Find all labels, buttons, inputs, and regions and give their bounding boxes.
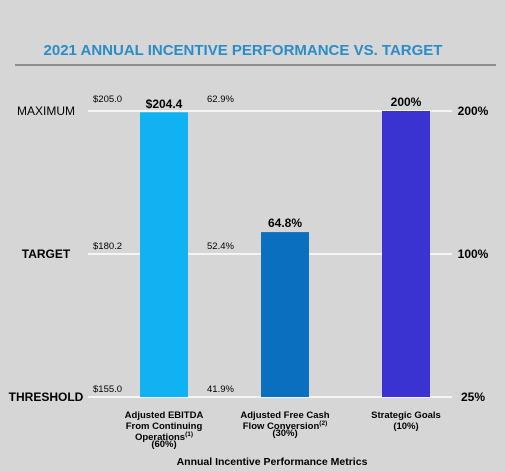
bar-3 xyxy=(382,111,430,397)
level-label-maximum: MAXIMUM xyxy=(17,104,75,118)
fcf-level-threshold: 41.9% xyxy=(207,384,234,395)
payout-label-threshold: 25% xyxy=(461,390,485,404)
category-label-2: Adjusted Free Cash Flow Conversion(2) (30%… xyxy=(240,410,329,439)
ebitda-level-threshold: $155.0 xyxy=(93,384,122,395)
bar-1 xyxy=(140,112,188,397)
chart-title: 2021 ANNUAL INCENTIVE PERFORMANCE VS. TA… xyxy=(44,42,443,59)
bar-2 xyxy=(261,232,309,397)
level-label-threshold: THRESHOLD xyxy=(9,390,84,404)
category-label-1: Adjusted EBITDA From Continuing Operations… xyxy=(125,410,204,450)
level-label-target: TARGET xyxy=(22,247,71,261)
payout-label-target: 100% xyxy=(458,247,489,261)
ebitda-level-maximum: $205.0 xyxy=(93,94,122,105)
fcf-level-maximum: 62.9% xyxy=(207,94,234,105)
data-label-2: 64.8% xyxy=(268,216,302,230)
fcf-level-target: 52.4% xyxy=(207,241,234,252)
payout-label-maximum: 200% xyxy=(458,104,489,118)
ebitda-level-target: $180.2 xyxy=(93,241,122,252)
labels: MAXIMUM 200% $205.0 62.9% TARGET 100% $180.2 52… xyxy=(9,94,489,450)
data-label-3: 200% xyxy=(391,95,422,109)
bars xyxy=(140,111,430,397)
category-label-3: Strategic Goals (10%) xyxy=(371,410,441,432)
data-label-1: $204.4 xyxy=(146,97,183,111)
x-axis-title: Annual Incentive Performance Metrics xyxy=(177,456,368,468)
